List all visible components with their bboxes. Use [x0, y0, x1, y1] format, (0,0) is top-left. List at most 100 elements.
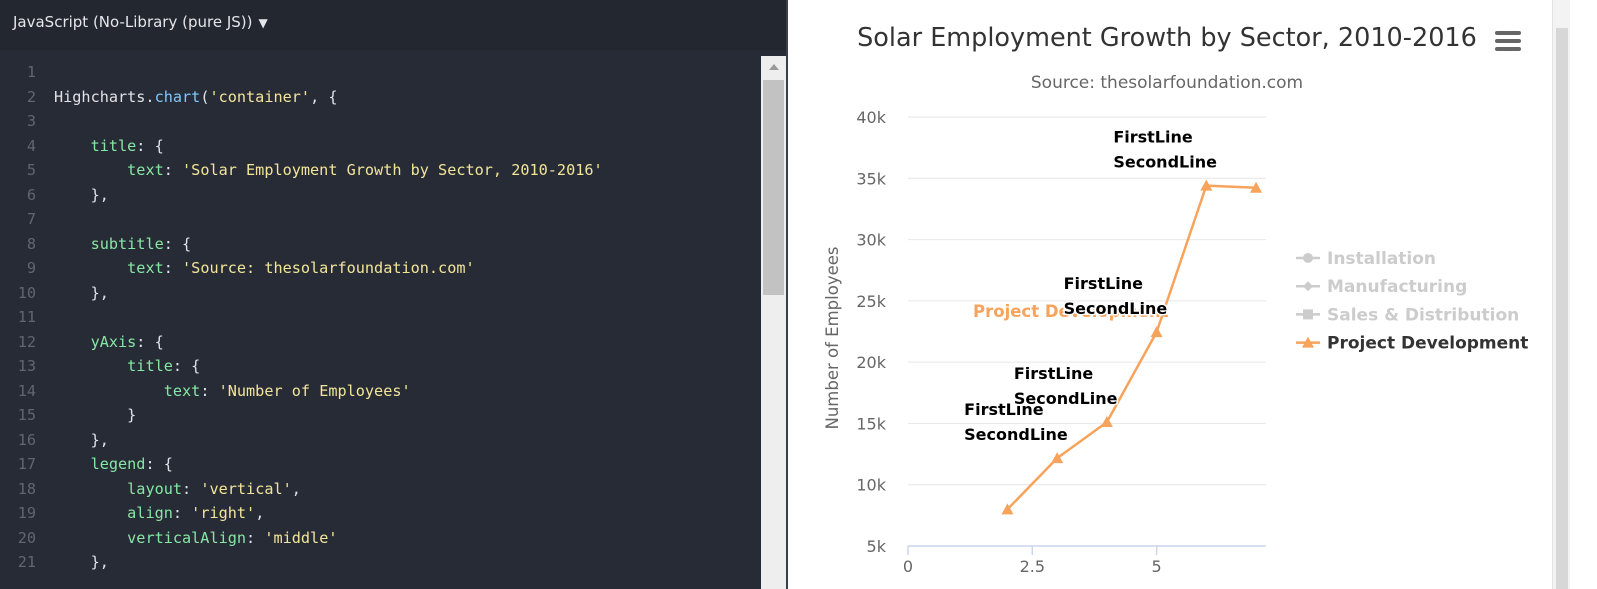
code-line[interactable]: 1: [0, 60, 760, 84]
code-token: align: [127, 504, 173, 522]
code-line[interactable]: 3: [0, 109, 760, 133]
code-line[interactable]: 16 },: [0, 428, 760, 452]
chevron-down-icon: ▼: [258, 16, 268, 30]
code-token: legend: [90, 455, 146, 473]
code-line[interactable]: 19 align: 'right',: [0, 501, 760, 525]
data-label-line-2: SecondLine: [1113, 153, 1217, 172]
code-line[interactable]: 10 },: [0, 281, 760, 305]
code-line[interactable]: 20 verticalAlign: 'middle': [0, 526, 760, 550]
code-token: },: [54, 283, 109, 302]
code-line[interactable]: 7: [0, 207, 760, 231]
code-line[interactable]: 5 text: 'Solar Employment Growth by Sect…: [0, 158, 760, 182]
data-label-line-1: FirstLine: [1064, 274, 1144, 293]
code-text: subtitle: {: [54, 232, 192, 256]
y-axis-title: Number of Employees: [823, 247, 842, 430]
code-line[interactable]: 2 Highcharts.chart('container', {: [0, 85, 760, 109]
data-point-marker[interactable]: [1150, 326, 1163, 338]
code-token: chart: [154, 87, 201, 106]
code-token: :: [182, 479, 201, 498]
series-line[interactable]: [1006, 184, 1257, 511]
y-tick-label: 10k: [856, 476, 886, 495]
scroll-up-arrow-icon[interactable]: [761, 56, 786, 78]
legend-item[interactable]: Manufacturing: [1296, 277, 1467, 297]
code-line[interactable]: 4 title: {: [0, 134, 760, 158]
code-line[interactable]: 17 legend: {: [0, 452, 760, 476]
code-text: legend: {: [54, 452, 173, 476]
line-number: 5: [26, 161, 36, 179]
x-tick-label: 2.5: [1020, 557, 1045, 576]
legend: Installation Manufacturing Sales & Distrib…: [1296, 249, 1528, 354]
code-token: :: [172, 504, 192, 522]
code-area[interactable]: 1 2 Highcharts.chart('container', { 3 4 titl…: [0, 56, 776, 589]
code-token: text: [127, 259, 164, 277]
pane-divider[interactable]: [786, 0, 788, 589]
code-token: }: [54, 406, 137, 424]
page-scrollbar-thumb[interactable]: [1556, 28, 1568, 589]
code-line[interactable]: 12 yAxis: {: [0, 330, 760, 354]
legend-item[interactable]: Project Development: [1296, 334, 1528, 354]
chart-subtitle: Source: thesolarfoundation.com: [1031, 73, 1303, 93]
data-point-marker[interactable]: [1250, 181, 1263, 193]
line-number: 8: [26, 234, 36, 253]
line-number: 21: [17, 553, 36, 571]
data-label-line-2: SecondLine: [964, 425, 1068, 444]
code-token: 'middle': [264, 528, 338, 547]
data-point-marker[interactable]: [1100, 416, 1113, 428]
data-point-marker[interactable]: [1001, 503, 1014, 515]
series-project-development[interactable]: Project Development: [973, 179, 1263, 515]
line-number: 10: [17, 283, 36, 302]
line-number: 1: [26, 63, 36, 81]
line-number: 20: [17, 528, 36, 547]
y-tick-label: 20k: [856, 353, 886, 372]
data-point-marker[interactable]: [1200, 179, 1213, 191]
code-line[interactable]: 14 text: 'Number of Employees': [0, 379, 760, 403]
code-line[interactable]: 9 text: 'Source: thesolarfoundation.com': [0, 256, 760, 280]
data-point-marker[interactable]: [1051, 452, 1064, 464]
code-token: 'right': [191, 504, 256, 522]
code-line[interactable]: 6 },: [0, 183, 760, 207]
code-token: Highcharts.: [54, 87, 155, 106]
context-menu-icon[interactable]: [1495, 30, 1521, 54]
code-token: :: [163, 259, 183, 277]
code-line[interactable]: 8 subtitle: {: [0, 232, 760, 256]
y-tick-label: 30k: [856, 231, 886, 250]
code-editor-pane: JavaScript (No-Library (pure JS)) ▼ 1 2 Hig…: [0, 0, 786, 589]
window-edge: [1570, 0, 1597, 589]
legend-item[interactable]: Installation: [1296, 249, 1436, 269]
code-text: },: [54, 550, 109, 574]
y-tick-label: 5k: [867, 537, 887, 556]
code-line[interactable]: 11: [0, 305, 760, 329]
line-number: 11: [17, 308, 36, 326]
code-token: :: [163, 161, 183, 179]
page-scrollbar[interactable]: [1552, 0, 1571, 589]
data-label-line-1: FirstLine: [1014, 364, 1094, 383]
editor-scrollbar[interactable]: [761, 56, 786, 589]
y-tick-label: 40k: [856, 108, 886, 127]
code-text: align: 'right',: [54, 501, 264, 525]
editor-scrollbar-thumb[interactable]: [763, 80, 784, 295]
legend-item-label: Installation: [1327, 249, 1436, 269]
legend-square-icon: [1303, 309, 1313, 320]
code-line[interactable]: 21 },: [0, 550, 760, 574]
language-select[interactable]: JavaScript (No-Library (pure JS)) ▼: [13, 13, 268, 31]
legend-item[interactable]: Sales & Distribution: [1296, 305, 1519, 325]
axes: 5k 10k 15k 20k 25k 30k 35k 40k 0 2.5 5: [856, 108, 1266, 576]
code-line[interactable]: 13 title: {: [0, 354, 760, 378]
code-token: layout: [127, 479, 183, 498]
language-bar: JavaScript (No-Library (pure JS)) ▼: [0, 0, 786, 50]
code-line[interactable]: 18 layout: 'vertical',: [0, 477, 760, 501]
line-number: 7: [26, 210, 36, 228]
x-tick-label: 0: [903, 557, 913, 576]
code-text: },: [54, 428, 109, 452]
line-number: 3: [26, 112, 36, 130]
code-token: },: [54, 553, 109, 571]
data-label-line-2: SecondLine: [1064, 299, 1168, 318]
code-line[interactable]: 15 }: [0, 403, 760, 427]
legend-item-label: Project Development: [1327, 334, 1528, 354]
legend-item-label: Sales & Distribution: [1327, 305, 1519, 325]
legend-item-label: Manufacturing: [1327, 277, 1467, 297]
line-number: 13: [17, 357, 36, 375]
line-number: 6: [26, 185, 36, 204]
line-number: 19: [17, 504, 36, 522]
code-token: text: [163, 381, 201, 400]
